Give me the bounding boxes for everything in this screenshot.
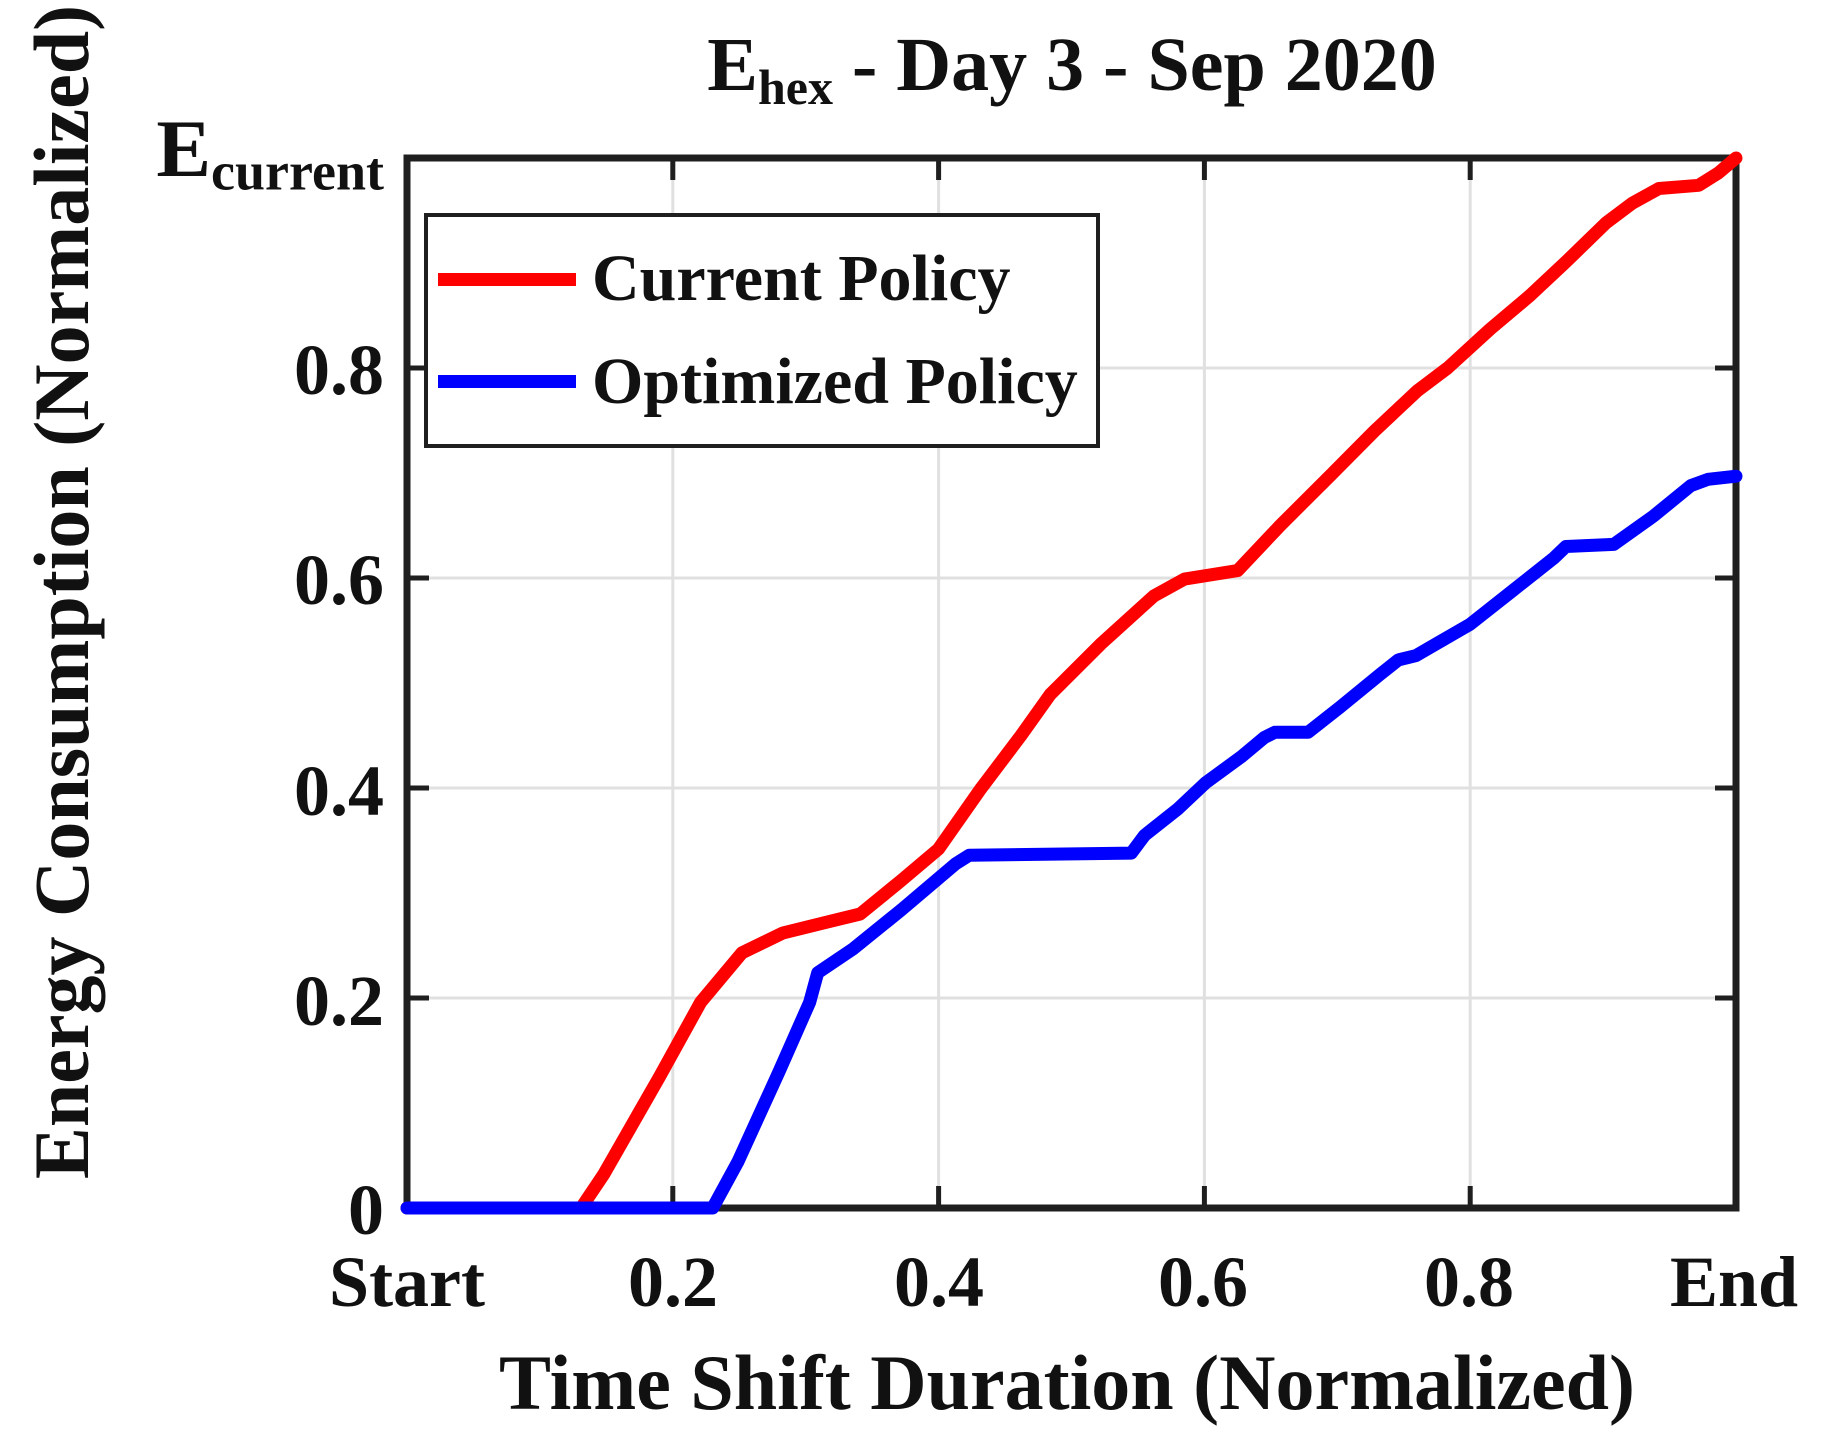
axes-box bbox=[403, 154, 1740, 1212]
x-tick-label: 0.6 bbox=[1158, 1242, 1248, 1322]
current-policy-line-swatch bbox=[438, 272, 576, 286]
legend-item-optimized-policy: Optimized Policy bbox=[428, 342, 1096, 422]
y-tick-label: 0.2 bbox=[294, 961, 384, 1041]
series-line-current-policy bbox=[400, 151, 1743, 1215]
ecurrent-prefix: E bbox=[156, 103, 212, 194]
x-tick-label: 0.2 bbox=[628, 1242, 718, 1322]
y-tick-label: 0.8 bbox=[294, 330, 384, 410]
legend-item-current-policy: Current Policy bbox=[428, 239, 1096, 319]
x-tick-label: End bbox=[1669, 1242, 1799, 1322]
plot-area bbox=[400, 151, 1743, 1215]
y-tick-label: 0.6 bbox=[294, 540, 384, 620]
chart-title-prefix: E bbox=[707, 23, 758, 107]
legend-label: Current Policy bbox=[592, 242, 1011, 316]
y-tick-label: 0 bbox=[348, 1170, 384, 1250]
x-tick-label: Start bbox=[329, 1242, 485, 1322]
series-line-optimized-policy bbox=[400, 469, 1743, 1215]
ecurrent-subscript: current bbox=[211, 141, 384, 202]
chart-title-subscript: hex bbox=[757, 59, 833, 115]
legend-label: Optimized Policy bbox=[592, 344, 1078, 418]
y-tick-label: 0.4 bbox=[294, 751, 384, 831]
x-axis-label: Time Shift Duration (Normalized) bbox=[499, 1339, 1635, 1426]
y-axis-label: Energy Consumption (Normalized) bbox=[18, 4, 105, 1180]
chart-title-rest: - Day 3 - Sep 2020 bbox=[832, 23, 1437, 107]
x-tick-label: 0.8 bbox=[1424, 1242, 1514, 1322]
chart-title: Ehex - Day 3 - Sep 2020 bbox=[404, 22, 1740, 116]
optimized-policy-line-swatch bbox=[438, 375, 576, 389]
y-tick-label-ecurrent: Ecurrent bbox=[100, 108, 384, 213]
x-tick-label: 0.4 bbox=[894, 1242, 984, 1322]
legend: Current Policy Optimized Policy bbox=[424, 213, 1100, 448]
